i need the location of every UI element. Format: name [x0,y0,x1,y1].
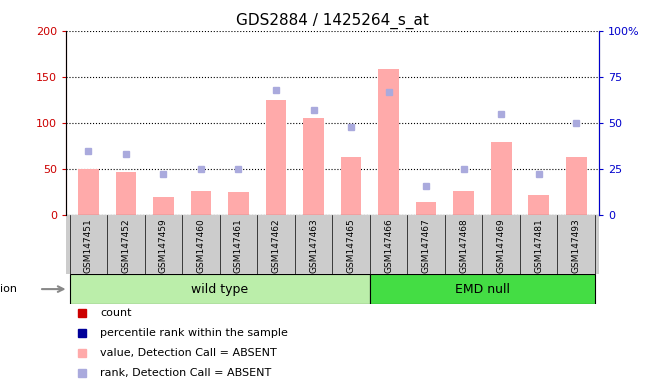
Bar [191,191,211,215]
Bar [566,157,586,215]
Bar [453,191,474,215]
Text: GSM147463: GSM147463 [309,218,318,273]
Text: GSM147493: GSM147493 [572,218,581,273]
Text: GSM147465: GSM147465 [347,218,355,273]
Text: GSM147468: GSM147468 [459,218,468,273]
Text: GSM147469: GSM147469 [497,218,506,273]
Bar [78,169,99,215]
Bar [228,192,249,215]
Bar [116,172,136,215]
Bar [70,274,370,304]
Bar [491,142,511,215]
Text: GSM147462: GSM147462 [272,218,280,273]
Text: GSM147452: GSM147452 [121,218,130,273]
Bar [303,118,324,215]
Text: GSM147460: GSM147460 [197,218,205,273]
Text: count: count [101,308,132,318]
Bar [378,70,399,215]
Text: genotype/variation: genotype/variation [0,284,18,294]
Bar [370,274,595,304]
Text: GSM147466: GSM147466 [384,218,393,273]
Text: GSM147461: GSM147461 [234,218,243,273]
Text: wild type: wild type [191,283,248,296]
Text: percentile rank within the sample: percentile rank within the sample [101,328,288,338]
Text: EMD null: EMD null [455,283,510,296]
Bar [341,157,361,215]
Text: value, Detection Call = ABSENT: value, Detection Call = ABSENT [101,348,277,358]
Text: GSM147467: GSM147467 [422,218,430,273]
Text: GSM147451: GSM147451 [84,218,93,273]
Text: rank, Detection Call = ABSENT: rank, Detection Call = ABSENT [101,368,272,378]
Bar [416,202,436,215]
Text: GSM147481: GSM147481 [534,218,544,273]
Bar [266,100,286,215]
Bar [153,197,174,215]
Title: GDS2884 / 1425264_s_at: GDS2884 / 1425264_s_at [236,13,429,29]
Text: GSM147459: GSM147459 [159,218,168,273]
Bar [528,195,549,215]
